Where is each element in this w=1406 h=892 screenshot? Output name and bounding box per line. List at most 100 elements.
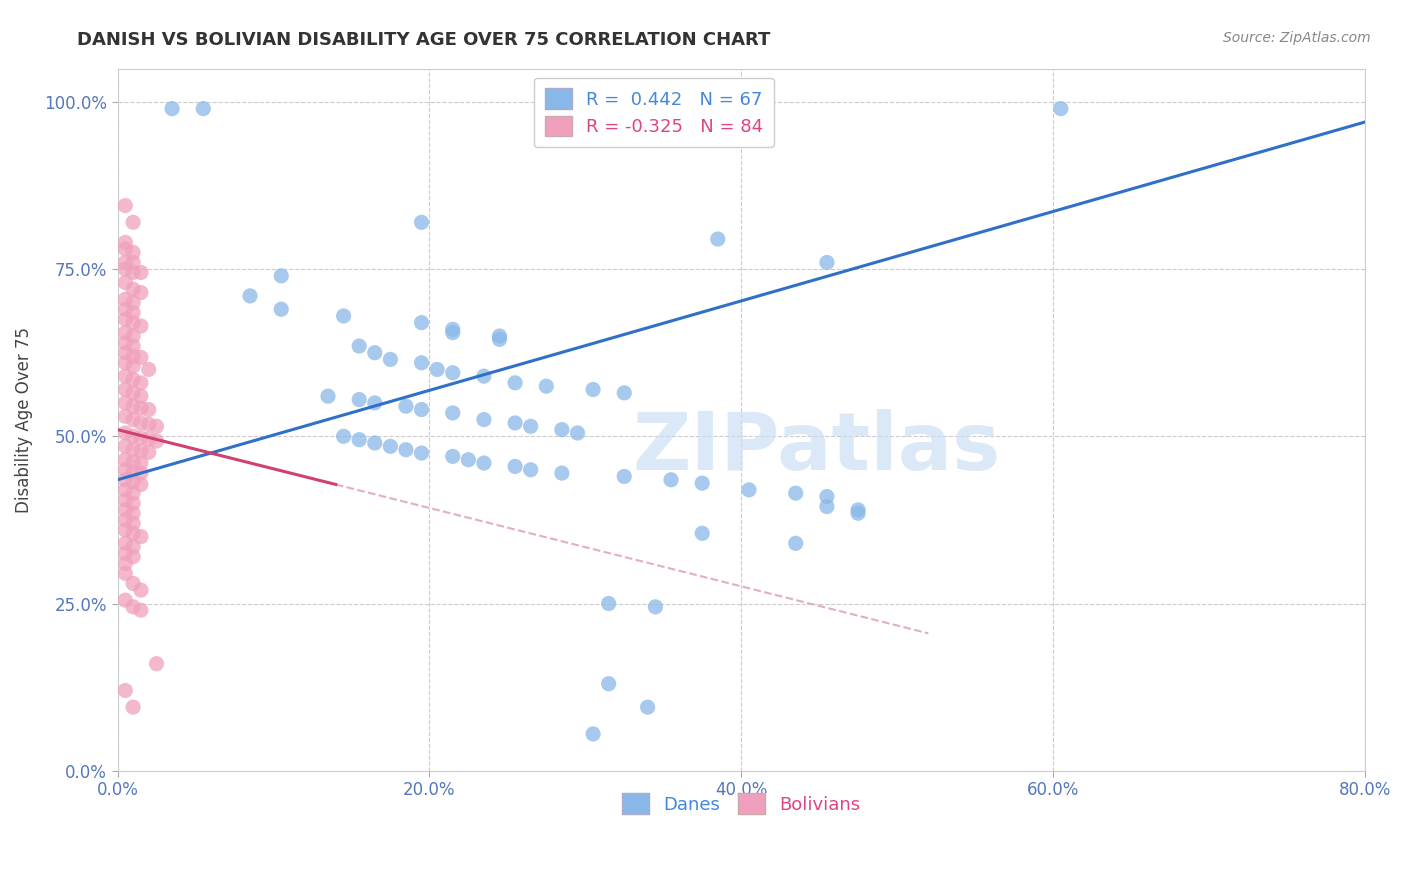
Point bbox=[114, 425, 136, 440]
Point bbox=[441, 326, 464, 340]
Point bbox=[122, 316, 145, 330]
Point bbox=[122, 475, 145, 489]
Point bbox=[122, 599, 145, 614]
Point bbox=[114, 235, 136, 250]
Point bbox=[122, 549, 145, 564]
Point bbox=[114, 452, 136, 467]
Point bbox=[122, 442, 145, 457]
Point bbox=[114, 523, 136, 537]
Text: DANISH VS BOLIVIAN DISABILITY AGE OVER 75 CORRELATION CHART: DANISH VS BOLIVIAN DISABILITY AGE OVER 7… bbox=[77, 31, 770, 49]
Point bbox=[122, 412, 145, 426]
Point bbox=[114, 326, 136, 340]
Point bbox=[815, 255, 838, 269]
Point bbox=[411, 446, 433, 460]
Point bbox=[598, 102, 620, 116]
Point bbox=[411, 402, 433, 417]
Point bbox=[122, 372, 145, 386]
Point bbox=[472, 412, 495, 426]
Point bbox=[347, 339, 370, 353]
Point bbox=[519, 419, 541, 434]
Point bbox=[536, 379, 558, 393]
Point bbox=[114, 276, 136, 290]
Point bbox=[138, 445, 160, 459]
Point bbox=[332, 429, 354, 443]
Point bbox=[114, 292, 136, 306]
Point bbox=[426, 362, 449, 376]
Point bbox=[114, 513, 136, 527]
Point bbox=[846, 506, 869, 520]
Point bbox=[114, 396, 136, 410]
Point bbox=[613, 469, 636, 483]
Point bbox=[472, 369, 495, 384]
Point bbox=[690, 476, 713, 491]
Point bbox=[332, 309, 354, 323]
Point bbox=[122, 265, 145, 279]
Point bbox=[239, 289, 262, 303]
Point bbox=[114, 503, 136, 517]
Point bbox=[145, 657, 167, 671]
Point bbox=[441, 406, 464, 420]
Point bbox=[270, 302, 292, 317]
Point bbox=[122, 215, 145, 229]
Point bbox=[129, 265, 152, 279]
Text: Source: ZipAtlas.com: Source: ZipAtlas.com bbox=[1223, 31, 1371, 45]
Point bbox=[785, 536, 807, 550]
Point bbox=[114, 546, 136, 560]
Point bbox=[395, 399, 418, 413]
Point bbox=[122, 359, 145, 373]
Point bbox=[129, 466, 152, 480]
Point bbox=[129, 401, 152, 416]
Point bbox=[582, 383, 605, 397]
Point bbox=[129, 351, 152, 365]
Point bbox=[122, 329, 145, 343]
Point bbox=[380, 352, 402, 367]
Point bbox=[114, 557, 136, 571]
Point bbox=[122, 516, 145, 531]
Point bbox=[551, 423, 574, 437]
Point bbox=[457, 452, 479, 467]
Point bbox=[551, 466, 574, 480]
Point bbox=[122, 245, 145, 260]
Point bbox=[114, 593, 136, 607]
Point bbox=[411, 356, 433, 370]
Point bbox=[138, 362, 160, 376]
Point bbox=[138, 417, 160, 432]
Point bbox=[598, 597, 620, 611]
Point bbox=[503, 459, 526, 474]
Point bbox=[503, 376, 526, 390]
Point bbox=[503, 416, 526, 430]
Point bbox=[122, 506, 145, 520]
Point bbox=[114, 566, 136, 581]
Text: ZIPatlas: ZIPatlas bbox=[631, 409, 1000, 487]
Point bbox=[472, 456, 495, 470]
Point bbox=[129, 583, 152, 598]
Point bbox=[114, 199, 136, 213]
Point bbox=[129, 318, 152, 333]
Point bbox=[122, 399, 145, 413]
Point bbox=[129, 285, 152, 300]
Point bbox=[114, 242, 136, 256]
Point bbox=[114, 383, 136, 397]
Point bbox=[441, 366, 464, 380]
Point bbox=[644, 599, 666, 614]
Point bbox=[122, 496, 145, 510]
Point bbox=[613, 385, 636, 400]
Point bbox=[114, 409, 136, 424]
Legend: Danes, Bolivians: Danes, Bolivians bbox=[610, 782, 872, 825]
Point bbox=[114, 683, 136, 698]
Point bbox=[122, 305, 145, 319]
Point bbox=[122, 295, 145, 310]
Point bbox=[129, 416, 152, 430]
Point bbox=[114, 356, 136, 370]
Point bbox=[114, 492, 136, 507]
Point bbox=[114, 536, 136, 550]
Point bbox=[114, 345, 136, 359]
Point bbox=[122, 282, 145, 296]
Point bbox=[122, 526, 145, 541]
Point bbox=[114, 302, 136, 317]
Point bbox=[122, 700, 145, 714]
Point bbox=[193, 102, 215, 116]
Point bbox=[160, 102, 183, 116]
Point bbox=[129, 477, 152, 491]
Point bbox=[145, 419, 167, 434]
